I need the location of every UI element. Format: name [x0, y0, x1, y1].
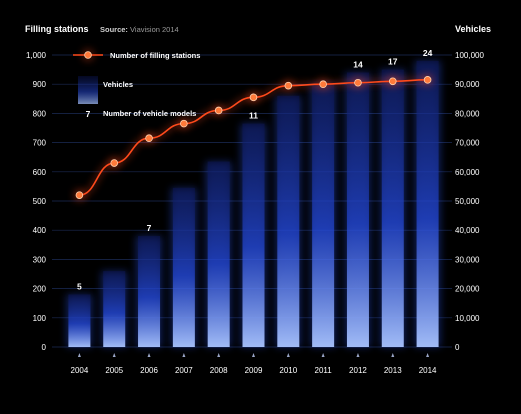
labels: 0 100 200 300 400 500 600 700 800 900 1,000 0 10,000…	[26, 48, 485, 375]
source-value: Viavision 2014	[130, 25, 179, 34]
y-right-tick-label: 0	[455, 343, 460, 352]
stations-line	[73, 73, 434, 202]
bar	[207, 161, 230, 347]
x-tick-label: 2010	[279, 366, 297, 375]
station-point	[249, 93, 258, 102]
y-right-tick-label: 60,000	[455, 168, 480, 177]
legend-stations-marker	[84, 51, 92, 59]
x-tick-marker	[77, 353, 81, 357]
x-tick-label: 2006	[140, 366, 158, 375]
y-left-tick-label: 900	[33, 80, 47, 89]
x-tick-label: 2012	[349, 366, 367, 375]
bar	[138, 236, 161, 347]
legend-vehicles-swatch	[78, 76, 98, 104]
right-axis-title: Vehicles	[455, 24, 492, 34]
bar	[242, 123, 265, 348]
y-left-tick-label: 700	[33, 139, 47, 148]
x-tick-label: 2014	[419, 366, 437, 375]
y-left-tick-label: 200	[33, 285, 47, 294]
station-point	[180, 119, 188, 128]
y-left-tick-label: 800	[33, 109, 47, 118]
y-right-tick-label: 40,000	[455, 226, 480, 235]
bar	[381, 69, 404, 347]
station-point	[423, 76, 432, 84]
y-left-tick-label: 0	[42, 343, 47, 352]
x-tick-marker	[217, 353, 221, 357]
legend-models-number: 7	[86, 109, 91, 119]
bars	[66, 60, 441, 348]
model-count-label: 17	[388, 57, 398, 67]
x-tick-marker	[426, 353, 430, 357]
bar	[172, 187, 195, 347]
x-tick-marker	[356, 353, 360, 357]
source-note: Source: Viavision 2014	[100, 25, 179, 34]
model-count-label: 14	[353, 60, 363, 70]
x-tick-marker	[321, 353, 325, 357]
source-label: Source:	[100, 25, 128, 34]
station-point	[145, 134, 153, 143]
y-right-tick-label: 30,000	[455, 255, 480, 264]
x-tick-marker	[112, 353, 116, 357]
station-point	[388, 77, 397, 86]
x-tick-marker	[286, 353, 290, 357]
y-left-tick-label: 300	[33, 255, 47, 264]
station-point	[214, 106, 223, 115]
bar	[277, 95, 300, 347]
x-tick-marker	[252, 353, 255, 357]
x-tick-label: 2011	[315, 366, 333, 375]
y-right-tick-label: 10,000	[455, 314, 480, 323]
legend-models-text: Number of vehicle models	[103, 109, 196, 118]
model-count-label: 7	[147, 223, 152, 233]
model-count-label: 5	[77, 281, 82, 291]
y-right-tick-label: 80,000	[455, 109, 480, 118]
x-tick-label: 2013	[384, 366, 402, 375]
bar	[312, 84, 335, 347]
legend: Number of filling stations Vehicles 7 Numbe…	[73, 49, 200, 119]
bar	[346, 72, 369, 348]
bar	[103, 271, 126, 347]
x-tick-label: 2008	[210, 366, 228, 375]
x-tick-label: 2007	[175, 366, 193, 375]
bar	[416, 60, 439, 348]
y-left-tick-label: 1,000	[26, 51, 47, 60]
legend-stations-text: Number of filling stations	[110, 51, 200, 60]
x-tick-marker	[182, 353, 186, 357]
y-left-tick-label: 400	[33, 226, 47, 235]
station-point	[284, 81, 293, 90]
y-left-tick-label: 100	[33, 314, 47, 323]
station-point	[75, 191, 84, 199]
left-axis-title: Filling stations	[25, 24, 89, 34]
x-tick-marker	[391, 353, 395, 357]
y-left-tick-label: 600	[33, 168, 47, 177]
y-right-tick-label: 20,000	[455, 285, 480, 294]
y-right-tick-label: 70,000	[455, 139, 480, 148]
y-right-tick-label: 50,000	[455, 197, 480, 206]
model-count-label: 11	[249, 111, 258, 121]
x-tick-label: 2005	[105, 366, 123, 375]
y-left-tick-label: 500	[33, 197, 47, 206]
x-tick-label: 2009	[245, 366, 263, 375]
x-tick-marker	[147, 353, 151, 357]
bar	[68, 294, 91, 347]
station-point	[319, 80, 327, 88]
y-right-tick-label: 100,000	[455, 51, 484, 60]
x-tick-label: 2004	[71, 366, 89, 375]
legend-vehicles-text: Vehicles	[103, 80, 133, 89]
model-count-label: 24	[423, 48, 433, 58]
y-right-tick-label: 90,000	[455, 80, 480, 89]
station-point	[354, 78, 362, 87]
station-point	[110, 159, 119, 167]
